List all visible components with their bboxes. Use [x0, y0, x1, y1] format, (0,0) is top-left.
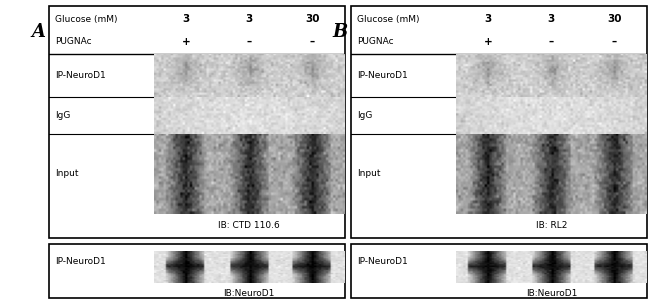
Text: Input: Input — [55, 169, 78, 178]
Text: IP-NeuroD1: IP-NeuroD1 — [357, 71, 408, 80]
Text: IP-NeuroD1: IP-NeuroD1 — [357, 257, 408, 266]
Text: Glucose (mM): Glucose (mM) — [357, 15, 419, 24]
Text: –: – — [612, 37, 617, 47]
Text: IgG: IgG — [357, 111, 372, 120]
Text: 3: 3 — [183, 14, 190, 24]
Text: A: A — [31, 22, 46, 41]
Text: IB: RL2: IB: RL2 — [536, 221, 567, 230]
Text: 30: 30 — [607, 14, 621, 24]
Text: –: – — [246, 37, 252, 47]
Text: +: + — [484, 37, 493, 47]
Text: 3: 3 — [485, 14, 492, 24]
Text: PUGNAc: PUGNAc — [55, 37, 91, 46]
Text: Glucose (mM): Glucose (mM) — [55, 15, 117, 24]
Text: IP-NeuroD1: IP-NeuroD1 — [55, 257, 105, 266]
Text: +: + — [182, 37, 190, 47]
Text: IB:NeuroD1: IB:NeuroD1 — [224, 289, 275, 298]
Text: 3: 3 — [548, 14, 555, 24]
Text: 3: 3 — [246, 14, 253, 24]
Text: PUGNAc: PUGNAc — [357, 37, 393, 46]
Text: 30: 30 — [305, 14, 319, 24]
Text: IP-NeuroD1: IP-NeuroD1 — [55, 71, 105, 80]
Text: IgG: IgG — [55, 111, 70, 120]
Text: B: B — [332, 22, 347, 41]
Text: Input: Input — [357, 169, 380, 178]
Text: IB: CTD 110.6: IB: CTD 110.6 — [218, 221, 280, 230]
Text: –: – — [309, 37, 315, 47]
Text: IB:NeuroD1: IB:NeuroD1 — [526, 289, 577, 298]
Text: –: – — [549, 37, 554, 47]
